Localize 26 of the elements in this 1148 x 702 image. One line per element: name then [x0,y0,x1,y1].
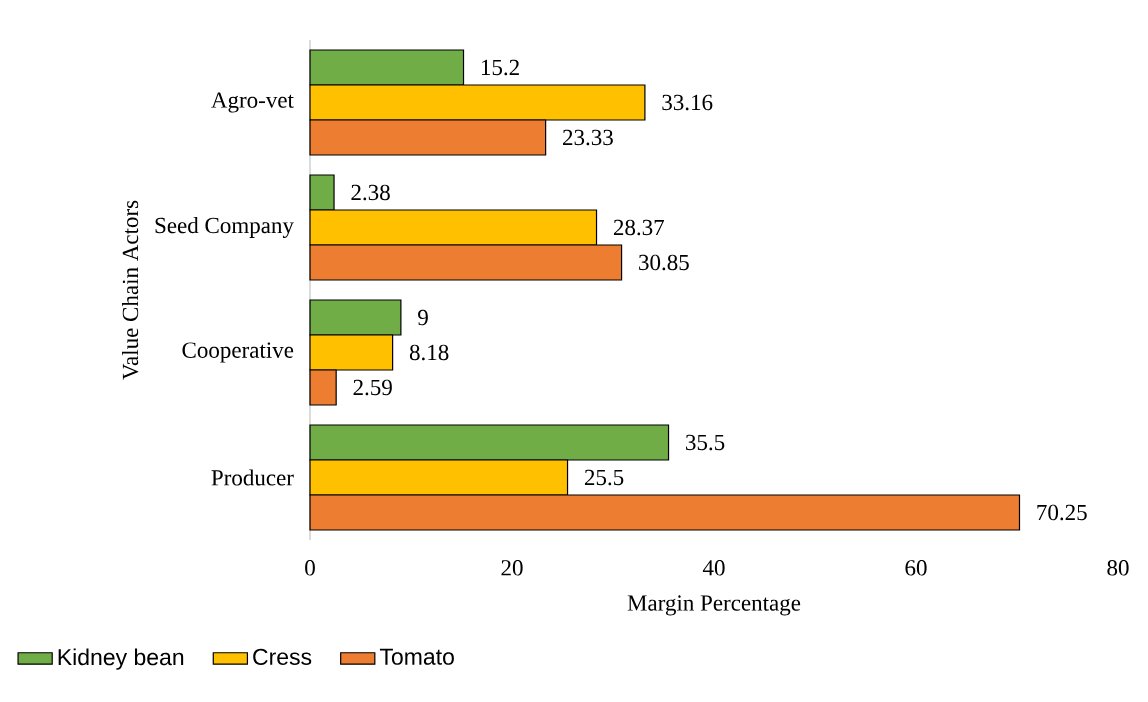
legend-label: Kidney bean [58,648,184,670]
x-tick-label: 80 [1107,560,1129,576]
data-label: 30.85 [639,254,689,271]
x-tick-label: 40 [702,560,725,576]
y-tick-label: Seed Company [155,217,294,238]
y-tick-label: Agro-vet [211,92,294,113]
data-label: 2.38 [351,184,390,201]
data-label: 2.59 [353,379,392,396]
legend-label: Tomato [379,648,454,665]
data-label: 25.5 [584,469,624,486]
data-label: 15.2 [481,59,519,76]
y-tick-label: Producer [211,469,294,486]
x-tick-label: 0 [305,560,315,576]
data-label: 33.16 [662,94,713,111]
legend-label: Cress [253,648,312,665]
x-axis-title: Margin Percentage [627,595,801,616]
data-label: 35.5 [686,434,725,451]
data-label: 28.37 [613,219,664,236]
data-label: 8.18 [409,344,449,361]
y-axis-title: Value Chain Actors [122,200,139,380]
data-label: 70.25 [1037,504,1087,521]
y-tick-label: Cooperative [182,342,294,363]
x-tick-label: 20 [501,560,523,576]
x-tick-label: 60 [905,560,927,576]
data-label: 9 [418,309,428,326]
data-label: 23.33 [563,129,613,146]
